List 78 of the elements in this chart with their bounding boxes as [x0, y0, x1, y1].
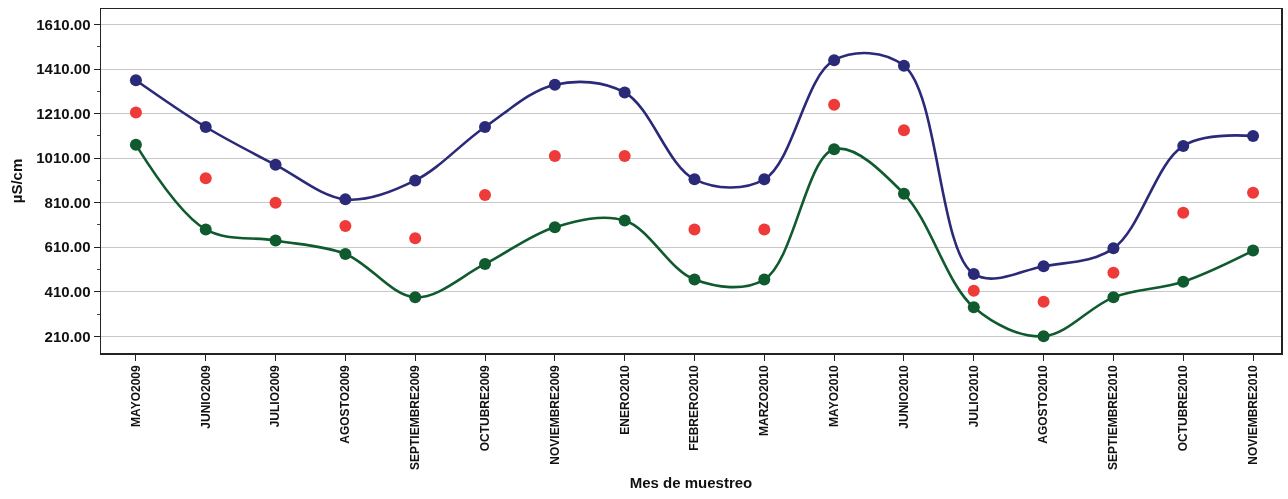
- point: [758, 223, 771, 236]
- x-tick-label: MARZO2010: [757, 364, 772, 436]
- point: [479, 121, 492, 133]
- x-tick-label: JUNIO2009: [198, 364, 213, 429]
- x-tick-label: OCTUBRE2010: [1176, 364, 1191, 452]
- point: [129, 138, 142, 151]
- point: [688, 273, 701, 286]
- y-tick-label: 810.00: [44, 193, 91, 211]
- point: [1247, 244, 1260, 257]
- point: [1037, 330, 1050, 343]
- point: [1247, 186, 1260, 199]
- point: [339, 193, 352, 206]
- point: [409, 174, 422, 187]
- point: [1177, 206, 1190, 219]
- x-tick-label: NOVIEMBRE2010: [1245, 364, 1260, 465]
- x-tick-label: MAYO2009: [128, 364, 143, 427]
- point: [129, 106, 142, 119]
- x-axis-title: Mes de muestreo: [629, 473, 753, 491]
- x-tick-label: AGOSTO2009: [338, 364, 353, 444]
- x-tick-label: OCTUBRE2009: [477, 364, 492, 452]
- y-tick-label: 210.00: [44, 327, 91, 345]
- point: [967, 301, 980, 314]
- point: [479, 188, 492, 201]
- point: [1107, 266, 1120, 279]
- point: [479, 257, 492, 270]
- y-tick-label: 610.00: [44, 238, 91, 256]
- x-tick-label: NOVIEMBRE2009: [547, 364, 562, 465]
- point: [967, 267, 980, 280]
- point: [828, 54, 841, 67]
- point: [1177, 139, 1190, 152]
- point: [548, 78, 561, 91]
- point: [548, 149, 561, 162]
- point: [897, 124, 910, 137]
- point: [618, 149, 631, 162]
- point: [1107, 291, 1120, 304]
- point: [1247, 129, 1260, 142]
- point: [269, 234, 282, 247]
- y-axis-title: µS/cm: [7, 158, 25, 204]
- y-tick-label: 1410.00: [36, 60, 91, 78]
- x-tick-label: JULIO2009: [268, 364, 283, 428]
- x-tick-label: SEPTIEMBRE2010: [1106, 364, 1121, 471]
- point: [269, 158, 282, 171]
- point: [897, 59, 910, 72]
- point: [199, 172, 212, 185]
- point: [409, 232, 422, 245]
- point: [339, 220, 352, 233]
- point: [828, 143, 841, 156]
- y-tick-label: 1010.00: [36, 149, 91, 167]
- y-tick-label: 410.00: [44, 283, 91, 301]
- point: [688, 173, 701, 186]
- point: [618, 214, 631, 227]
- x-tick-label: JUNIO2010: [896, 364, 911, 429]
- point: [1037, 260, 1050, 273]
- point: [199, 223, 212, 236]
- point: [129, 74, 142, 87]
- point: [1107, 242, 1120, 255]
- point: [618, 86, 631, 99]
- x-tick-label: SEPTIEMBRE2009: [408, 364, 423, 471]
- y-tick-label: 1210.00: [36, 104, 91, 122]
- x-tick-label: ENERO2010: [617, 364, 632, 435]
- point: [1177, 275, 1190, 288]
- point: [967, 284, 980, 297]
- point: [548, 221, 561, 234]
- point: [688, 223, 701, 236]
- x-tick-label: AGOSTO2010: [1036, 364, 1051, 444]
- x-tick-label: JULIO2010: [966, 364, 981, 428]
- x-tick-label: FEBRERO2010: [687, 364, 702, 451]
- point: [758, 273, 771, 286]
- x-tick-label: MAYO2010: [827, 364, 842, 427]
- point: [339, 247, 352, 260]
- point: [409, 291, 422, 304]
- point: [828, 98, 841, 111]
- point: [897, 187, 910, 200]
- point: [269, 196, 282, 209]
- point: [1037, 295, 1050, 308]
- y-tick-label: 1610.00: [36, 15, 91, 33]
- point: [758, 173, 771, 186]
- point: [199, 121, 212, 133]
